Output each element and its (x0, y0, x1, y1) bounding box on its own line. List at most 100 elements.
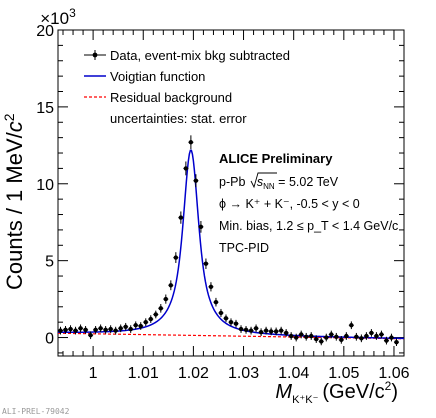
data-point (388, 333, 394, 342)
data-point (208, 282, 214, 292)
data-point (298, 330, 304, 339)
data-point (213, 297, 219, 307)
data-point (243, 326, 249, 334)
x-axis-title: MK⁺K⁻ (GeV/c2) (275, 379, 398, 406)
y-tick-label: 15 (36, 100, 54, 117)
data-point (153, 310, 159, 319)
info-pid: TPC-PID (219, 241, 269, 255)
data-point (273, 327, 279, 336)
x-tick-label: 1.04 (278, 365, 309, 382)
data-point (68, 325, 74, 333)
data-point (323, 333, 329, 342)
data-point (93, 326, 99, 334)
data-point (248, 326, 254, 335)
y-tick-label: 10 (36, 177, 54, 194)
data-point (308, 332, 314, 340)
legend-label-voigtian: Voigtian function (110, 69, 205, 84)
y-tick-label: 0 (45, 331, 54, 348)
data-point (348, 321, 354, 330)
data-point (313, 335, 319, 343)
data-point (218, 308, 224, 317)
data-point (103, 326, 109, 334)
data-points (58, 135, 399, 347)
data-point (128, 325, 134, 333)
data-point (108, 325, 114, 333)
x-tick-label: 1.03 (228, 365, 259, 382)
legend-entry-background: Residual background (84, 90, 232, 105)
data-point (378, 330, 384, 339)
data-point (238, 325, 244, 333)
data-point (293, 333, 299, 342)
data-point (83, 326, 89, 334)
data-point (328, 330, 334, 339)
data-point (178, 211, 184, 224)
data-point (173, 252, 179, 263)
data-point (258, 328, 264, 337)
data-point (338, 336, 344, 344)
data-point (383, 336, 389, 345)
data-point (223, 314, 229, 323)
info-selection: Min. bias, 1.2 ≤ p_T < 1.4 GeV/c (219, 219, 398, 233)
data-point (183, 161, 189, 176)
data-point (133, 321, 139, 330)
data-point (113, 326, 119, 335)
x-tick-labels: 1 1.01 1.02 1.03 1.04 1.05 1.06 (89, 365, 410, 382)
data-point (78, 324, 84, 333)
data-point (228, 318, 234, 327)
data-point (278, 326, 284, 335)
data-point (203, 258, 209, 269)
data-point (158, 304, 164, 313)
data-point (148, 315, 154, 323)
legend-entry-data: Data, event-mix bkg subtracted (84, 48, 290, 63)
data-point (88, 331, 94, 340)
data-point (253, 324, 259, 333)
data-point (263, 326, 269, 335)
data-point (233, 319, 239, 328)
legend: Data, event-mix bkg subtracted Voigtian … (84, 48, 290, 126)
info-block: ALICE Preliminary p-Pb sNN = 5.02 TeV ϕ … (219, 151, 398, 255)
data-point (283, 329, 289, 337)
axis-ticks (58, 29, 405, 356)
y-tick-label: 20 (36, 23, 54, 40)
data-point (358, 334, 364, 343)
legend-label-uncertainties: uncertainties: stat. error (110, 111, 247, 126)
data-point (188, 135, 194, 150)
data-point (123, 322, 129, 331)
data-point (168, 280, 174, 291)
footer-id: ALI-PREL-79042 (2, 407, 70, 416)
info-title: ALICE Preliminary (219, 151, 333, 166)
x-tick-label: 1 (89, 365, 98, 382)
info-system: p-Pb sNN = 5.02 TeV (219, 175, 339, 191)
data-point (303, 332, 309, 341)
data-point (143, 318, 149, 327)
y-tick-label: 5 (45, 254, 54, 271)
legend-label-data: Data, event-mix bkg subtracted (110, 48, 290, 63)
data-point (373, 332, 379, 340)
data-point (393, 338, 399, 347)
data-point (268, 327, 274, 336)
data-point (98, 324, 104, 333)
data-point (63, 326, 69, 334)
data-point (198, 220, 204, 233)
x-tick-label: 1.05 (328, 365, 359, 382)
legend-label-background: Residual background (110, 90, 232, 105)
data-point (318, 337, 324, 346)
plot-frame (57, 29, 405, 357)
data-point (363, 332, 369, 340)
y-multiplier: ×103 (40, 6, 76, 28)
info-decay: ϕ → K⁺ + K⁻, -0.5 < y < 0 (219, 197, 360, 211)
data-point (163, 294, 169, 304)
data-point (353, 332, 359, 341)
data-point (118, 324, 124, 333)
data-point (73, 326, 79, 335)
legend-entry-voigtian: Voigtian function (84, 69, 205, 84)
y-tick-labels: 0 5 10 15 20 (36, 23, 54, 348)
y-axis-title: Counts / 1 MeV/c2 (1, 113, 27, 290)
x-tick-label: 1.06 (378, 365, 409, 382)
data-point (193, 174, 199, 188)
data-point (368, 329, 374, 337)
data-point (333, 332, 339, 341)
data-point (343, 332, 349, 340)
x-tick-label: 1.01 (128, 365, 159, 382)
